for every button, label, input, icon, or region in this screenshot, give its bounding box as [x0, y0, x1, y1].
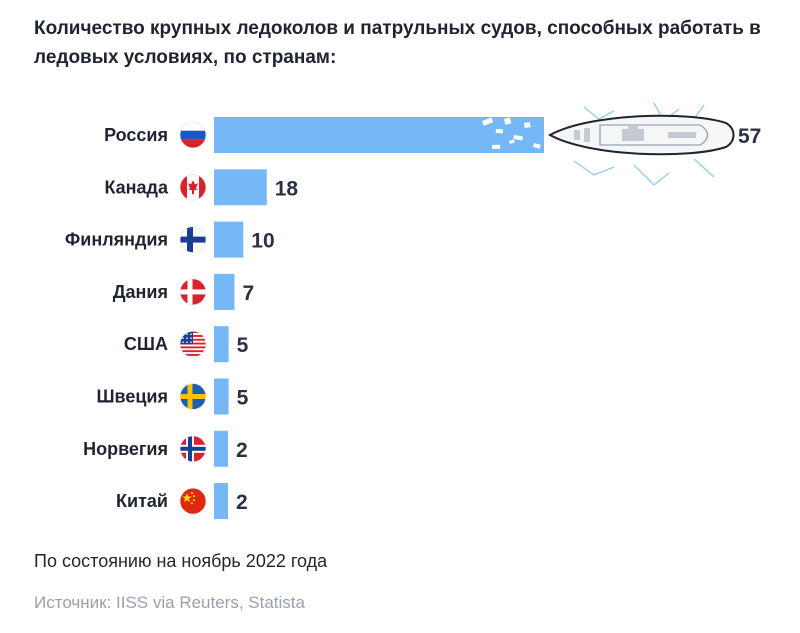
bar-chart: Россия 57 Канада 18 Финляндия 10 Дания 7 США 5 Шве… [65, 102, 761, 520]
value-label-denmark: 7 [243, 282, 255, 305]
labels-layer: Россия 57 Канада 18 Финляндия 10 Дания 7 США 5 Шве… [65, 125, 761, 514]
value-label-sweden: 5 [237, 387, 249, 410]
value-label-china: 2 [236, 491, 248, 514]
flag-ring [179, 173, 207, 201]
russia-flag-icon [180, 122, 206, 148]
bar-finland [214, 221, 244, 258]
flag-ring [179, 435, 207, 463]
sweden-flag-icon [180, 383, 206, 410]
ice-shard [509, 139, 515, 144]
category-label-finland: Финляндия [65, 230, 168, 250]
denmark-flag-icon [180, 278, 206, 305]
value-label-russia: 57 [738, 125, 761, 148]
norway-flag-icon [180, 435, 206, 462]
flag-ring [179, 278, 207, 306]
value-label-usa: 5 [237, 334, 249, 357]
value-label-norway: 2 [236, 439, 248, 462]
bar-china [214, 483, 228, 520]
flag-ring [179, 487, 207, 515]
category-label-usa: США [124, 334, 168, 354]
date-note: По состоянию на ноябрь 2022 года [34, 551, 328, 571]
category-label-china: Китай [116, 491, 168, 511]
bar-denmark [214, 273, 235, 310]
flag-ring [179, 383, 207, 410]
bar-canada [214, 169, 267, 206]
flag-ring [179, 121, 207, 149]
ice-shard [482, 117, 494, 126]
canada-flag-icon [180, 174, 206, 201]
bars-layer [214, 102, 735, 520]
flags-layer [179, 121, 207, 515]
china-flag-icon [180, 488, 206, 515]
bar-norway [214, 430, 228, 467]
category-label-russia: Россия [104, 125, 168, 145]
ice-shard [532, 143, 541, 149]
value-label-canada: 18 [275, 177, 299, 200]
flag-ring [179, 226, 207, 254]
category-label-norway: Норвегия [83, 439, 168, 459]
usa-flag-icon [180, 331, 206, 358]
ice-shard [524, 122, 531, 128]
value-label-finland: 10 [251, 230, 274, 253]
category-label-sweden: Швеция [96, 387, 168, 407]
bar-sweden [214, 378, 229, 415]
ice-shard [491, 144, 501, 149]
source-note: Источник: IISS via Reuters, Statista [34, 593, 305, 612]
finland-flag-icon [180, 226, 206, 253]
ice-shard [504, 117, 512, 125]
ice-shard [495, 129, 503, 134]
icebreaker-ship-icon [547, 114, 735, 156]
category-label-denmark: Дания [113, 282, 168, 302]
bar-usa [214, 326, 229, 363]
category-label-canada: Канада [104, 177, 169, 197]
flag-ring [179, 330, 207, 358]
ice-shard [513, 134, 523, 141]
chart-title: Количество крупных ледоколов и патрульны… [34, 18, 761, 68]
